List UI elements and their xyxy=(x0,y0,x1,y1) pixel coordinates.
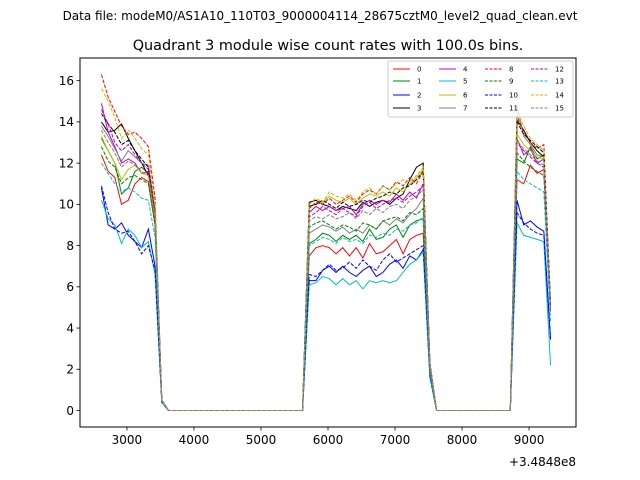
chart-suptitle: Data file: modeM0/AS1A10_110T03_90000041… xyxy=(63,9,578,23)
y-tick-label: 8 xyxy=(66,239,74,253)
y-tick-label: 4 xyxy=(66,321,74,335)
legend-label-7: 7 xyxy=(463,105,467,113)
legend-label-12: 12 xyxy=(555,66,564,74)
series-line-12 xyxy=(100,109,552,412)
y-tick-label: 2 xyxy=(66,363,74,377)
x-tick-label: 8000 xyxy=(447,433,478,447)
series-line-9 xyxy=(100,146,552,412)
legend-label-1: 1 xyxy=(417,78,421,86)
x-tick-label: 9000 xyxy=(514,433,545,447)
legend-label-6: 6 xyxy=(463,92,468,100)
series-layer xyxy=(100,74,552,412)
series-line-13 xyxy=(101,162,552,412)
series-line-0 xyxy=(100,154,552,412)
legend-label-5: 5 xyxy=(463,78,467,86)
series-line-7 xyxy=(101,105,552,412)
legend-label-0: 0 xyxy=(417,66,421,74)
series-line-15 xyxy=(101,129,552,412)
x-tick-label: 7000 xyxy=(380,433,411,447)
series-line-3 xyxy=(101,118,552,412)
legend-frame xyxy=(387,60,574,118)
series-line-5 xyxy=(100,200,552,412)
legend-label-2: 2 xyxy=(417,92,421,100)
legend-label-4: 4 xyxy=(463,66,468,74)
legend-label-14: 14 xyxy=(555,92,564,100)
series-line-2 xyxy=(100,187,552,412)
legend-label-9: 9 xyxy=(509,78,513,86)
y-tick-label: 14 xyxy=(59,115,74,129)
y-tick-label: 12 xyxy=(59,156,74,170)
series-line-8 xyxy=(100,74,552,412)
x-tick-label: 4000 xyxy=(179,433,210,447)
y-axis: 0 2 4 6 8 10 12 14 16 xyxy=(59,74,80,418)
chart-title: Quadrant 3 module wise count rates with … xyxy=(133,38,524,54)
series-line-4 xyxy=(100,103,552,412)
legend-label-13: 13 xyxy=(555,78,564,86)
legend-label-15: 15 xyxy=(555,105,564,113)
series-line-1 xyxy=(101,138,552,412)
legend-label-11: 11 xyxy=(509,105,518,113)
series-line-10 xyxy=(100,185,552,412)
x-axis: 3000 4000 5000 6000 7000 8000 9000 xyxy=(112,427,545,447)
y-tick-label: 10 xyxy=(59,198,74,212)
legend-label-3: 3 xyxy=(417,105,421,113)
x-offset-label: +3.4848e8 xyxy=(509,455,576,469)
legend-label-8: 8 xyxy=(509,66,513,74)
y-tick-label: 16 xyxy=(59,74,74,88)
series-line-6 xyxy=(100,132,552,412)
y-tick-label: 0 xyxy=(66,404,74,418)
x-tick-label: 5000 xyxy=(246,433,277,447)
y-tick-label: 6 xyxy=(66,280,74,294)
x-tick-label: 3000 xyxy=(112,433,143,447)
series-line-11 xyxy=(101,113,552,412)
series-line-14 xyxy=(101,88,552,412)
x-tick-label: 6000 xyxy=(313,433,344,447)
legend-label-10: 10 xyxy=(509,92,518,100)
